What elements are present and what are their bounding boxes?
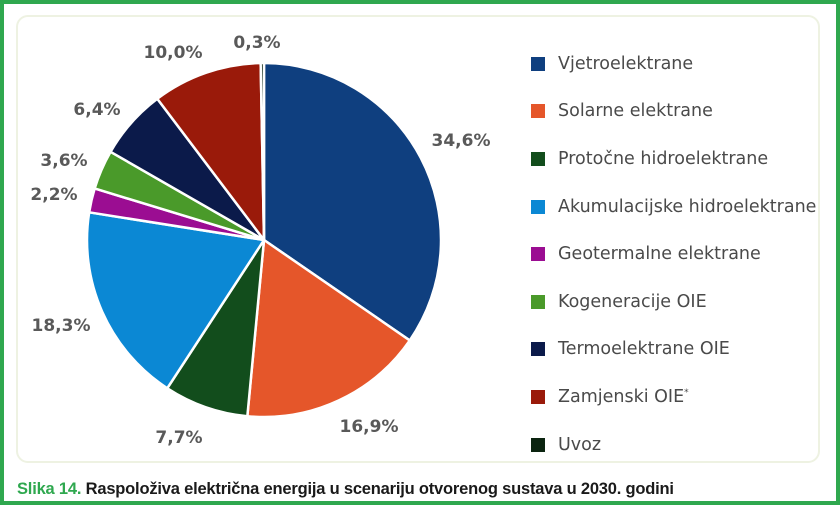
legend-item: Vjetroelektrane (531, 40, 816, 88)
legend-label: Akumulacijske hidroelektrane (558, 196, 817, 217)
legend-item: Zamjenski OIE* (531, 373, 816, 421)
pie-value-label: 2,2% (30, 185, 77, 205)
pie-slice-vjetroelektrane (262, 61, 443, 342)
pie-slice-solarne-elektrane (246, 238, 412, 419)
pie-value-label: 16,9% (340, 417, 399, 437)
pie-value-label: 6,4% (73, 100, 120, 120)
pie-slice-uvoz (259, 61, 266, 242)
legend-swatch-icon (531, 437, 545, 452)
legend-swatch-icon (531, 294, 545, 309)
legend-swatch-icon (531, 389, 545, 404)
legend-swatch-icon (531, 247, 545, 262)
legend-item: Protočne hidroelektrane (531, 135, 816, 183)
chart-legend: Vjetroelektrane Solarne elektrane Protočne… (531, 40, 816, 468)
legend-item: Akumulacijske hidroelektrane (531, 183, 816, 231)
legend-item: Kogeneracije OIE (531, 278, 816, 326)
legend-item: Geotermalne elektrane (531, 230, 816, 278)
pie-slice-zamjenski-oie (156, 61, 266, 242)
legend-item: Uvoz (531, 421, 816, 469)
figure-caption: Slika 14. Raspoloživa električna energij… (17, 480, 674, 499)
legend-swatch-icon (531, 104, 545, 119)
pie-slices (85, 61, 443, 419)
legend-label: Zamjenski OIE* (558, 386, 689, 407)
legend-label: Geotermalne elektrane (558, 244, 761, 265)
legend-label: Solarne elektrane (558, 101, 713, 122)
legend-swatch-icon (531, 199, 545, 214)
legend-label: Vjetroelektrane (558, 53, 694, 74)
legend-swatch-icon (531, 342, 545, 357)
legend-label: Termoelektrane OIE (558, 339, 730, 360)
legend-swatch-icon (531, 56, 545, 71)
legend-item: Termoelektrane OIE (531, 326, 816, 374)
legend-item: Solarne elektrane (531, 88, 816, 136)
legend-label: Kogeneracije OIE (558, 291, 707, 312)
pie-value-label: 7,7% (155, 428, 202, 448)
figure-number: Slika 14. (17, 480, 82, 498)
pie-value-label: 34,6% (432, 131, 491, 151)
caption-text: Raspoloživa električna energija u scenar… (81, 480, 674, 498)
pie-value-labels: 34,6% 16,9% 7,7% 18,3% 2,2% 3,6% 6,4% 10,0% 0,3% (30, 33, 490, 448)
pie-value-label: 10,0% (144, 43, 203, 63)
legend-swatch-icon (531, 151, 545, 166)
pie-value-label: 0,3% (233, 33, 280, 53)
pie-value-label: 3,6% (40, 151, 87, 171)
pie-slice-akumulacijske-hidroelektrane (85, 211, 266, 390)
legend-label: Protočne hidroelektrane (558, 148, 769, 169)
pie-chart: 34,6% 16,9% 7,7% 18,3% 2,2% 3,6% 6,4% 10,0% 0,3% (30, 33, 490, 448)
legend-label: Uvoz (558, 434, 602, 455)
pie-value-label: 18,3% (32, 316, 91, 336)
